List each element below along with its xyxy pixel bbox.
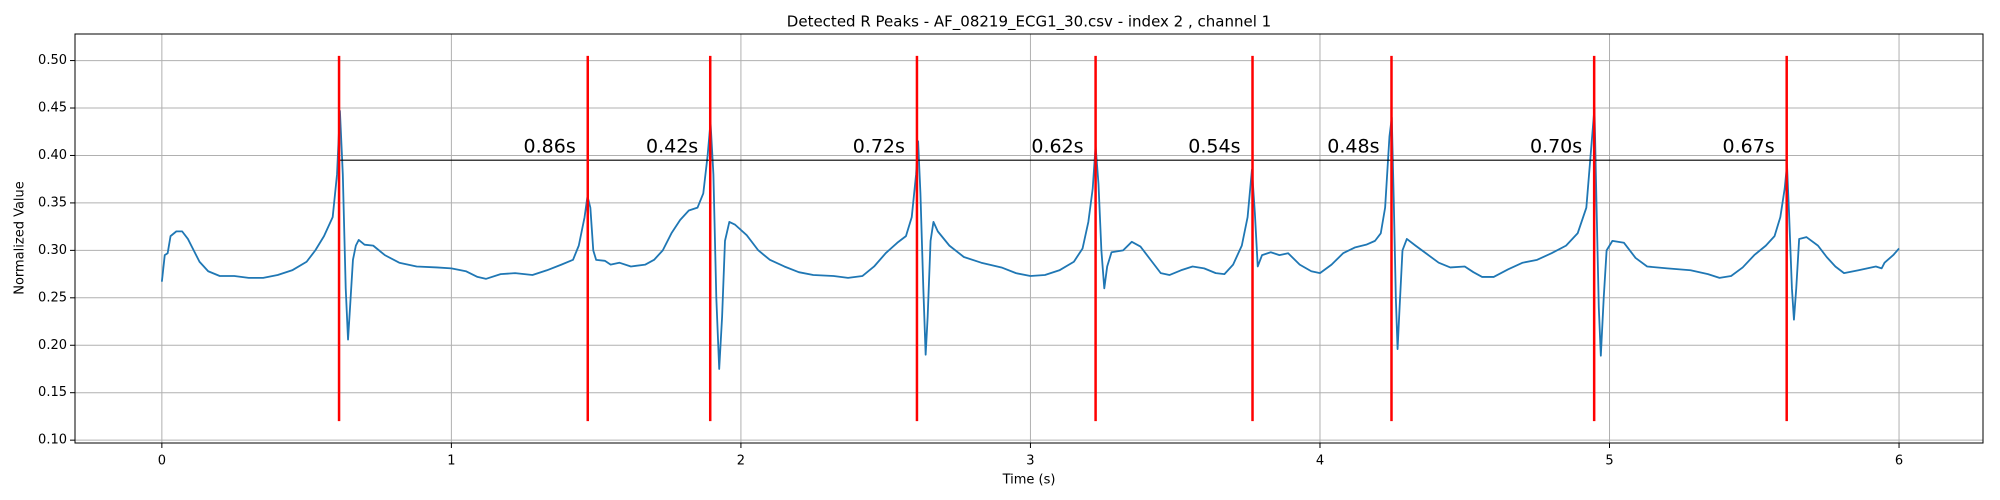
x-tick-label: 0 (158, 454, 166, 469)
interval-label: 0.70s (1530, 136, 1582, 158)
interval-label: 0.62s (1031, 136, 1083, 158)
y-tick-label: 0.35 (38, 195, 67, 210)
y-tick-label: 0.20 (38, 338, 67, 353)
y-tick-label: 0.25 (38, 290, 67, 305)
x-tick-label: 4 (1316, 454, 1324, 469)
interval-label: 0.48s (1327, 136, 1379, 158)
y-tick-label: 0.50 (38, 53, 67, 68)
interval-label: 0.54s (1188, 136, 1240, 158)
chart-title: Detected R Peaks - AF_08219_ECG1_30.csv … (787, 13, 1271, 32)
y-tick-label: 0.15 (38, 385, 67, 400)
x-tick-label: 5 (1605, 454, 1613, 469)
x-tick-label: 3 (1026, 454, 1034, 469)
x-axis-label: Time (s) (1002, 473, 1056, 488)
y-tick-label: 0.40 (38, 148, 67, 163)
plot-frame (74, 33, 1984, 444)
y-tick-label: 0.45 (38, 101, 67, 116)
x-tick-label: 2 (737, 454, 745, 469)
y-tick-label: 0.30 (38, 243, 67, 258)
interval-label: 0.72s (853, 136, 905, 158)
x-tick-label: 1 (447, 454, 455, 469)
y-axis-label: Normalized Value (13, 181, 28, 295)
interval-label: 0.42s (646, 136, 698, 158)
ecg-line (160, 107, 1900, 370)
interval-label: 0.67s (1722, 136, 1774, 158)
x-tick-label: 6 (1895, 454, 1903, 469)
interval-label: 0.86s (524, 136, 576, 158)
y-tick-label: 0.10 (38, 433, 67, 448)
